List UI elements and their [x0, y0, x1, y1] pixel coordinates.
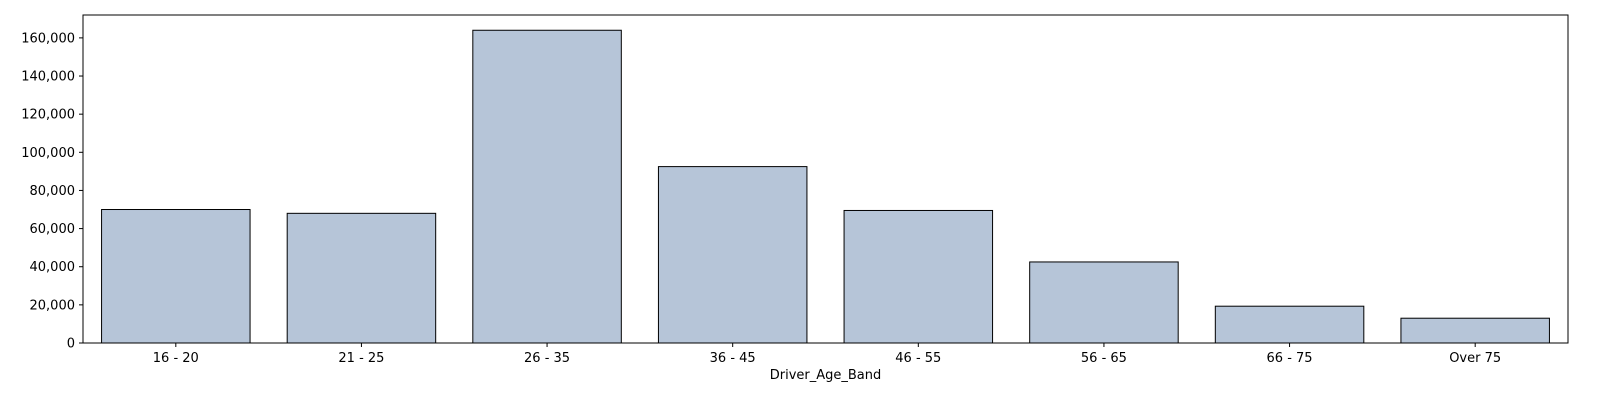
bar-56-65	[1029, 261, 1179, 344]
bars-group	[101, 29, 1550, 344]
y-tick-label: 80,000	[30, 184, 76, 199]
y-tick-label: 40,000	[30, 260, 76, 275]
x-tick-label: Over 75	[1449, 351, 1501, 366]
y-tick-label: 20,000	[30, 298, 76, 313]
y-tick-label: 0	[67, 337, 75, 352]
x-axis: 16 - 20 21 - 25 26 - 35 36 - 45 46 - 55 56 - …	[153, 343, 1501, 366]
x-tick-label: 16 - 20	[153, 351, 199, 366]
y-tick-label: 120,000	[21, 108, 75, 123]
x-tick-label: 56 - 65	[1081, 351, 1127, 366]
y-tick-label: 100,000	[21, 146, 75, 161]
y-axis: 0 20,000 40,000 60,000 80,000 100,000 120,000 1…	[21, 31, 83, 352]
plot-frame	[82, 14, 1569, 344]
x-axis-label: Driver_Age_Band	[770, 368, 882, 383]
y-tick-label: 140,000	[21, 70, 75, 85]
x-tick-label: 66 - 75	[1267, 351, 1313, 366]
bar-over75	[1400, 317, 1550, 344]
bar-16-20	[101, 209, 251, 344]
bar-66-75	[1214, 305, 1365, 344]
bar-26-35	[472, 29, 622, 344]
x-tick-label: 26 - 35	[524, 351, 570, 366]
x-tick-label: 46 - 55	[895, 351, 941, 366]
bar-46-55	[843, 209, 994, 344]
y-tick-label: 160,000	[21, 31, 75, 46]
y-tick-label: 60,000	[30, 222, 76, 237]
x-tick-label: 21 - 25	[338, 351, 384, 366]
bar-21-25	[286, 212, 437, 344]
x-tick-label: 36 - 45	[710, 351, 756, 366]
bar-36-45	[657, 166, 808, 344]
